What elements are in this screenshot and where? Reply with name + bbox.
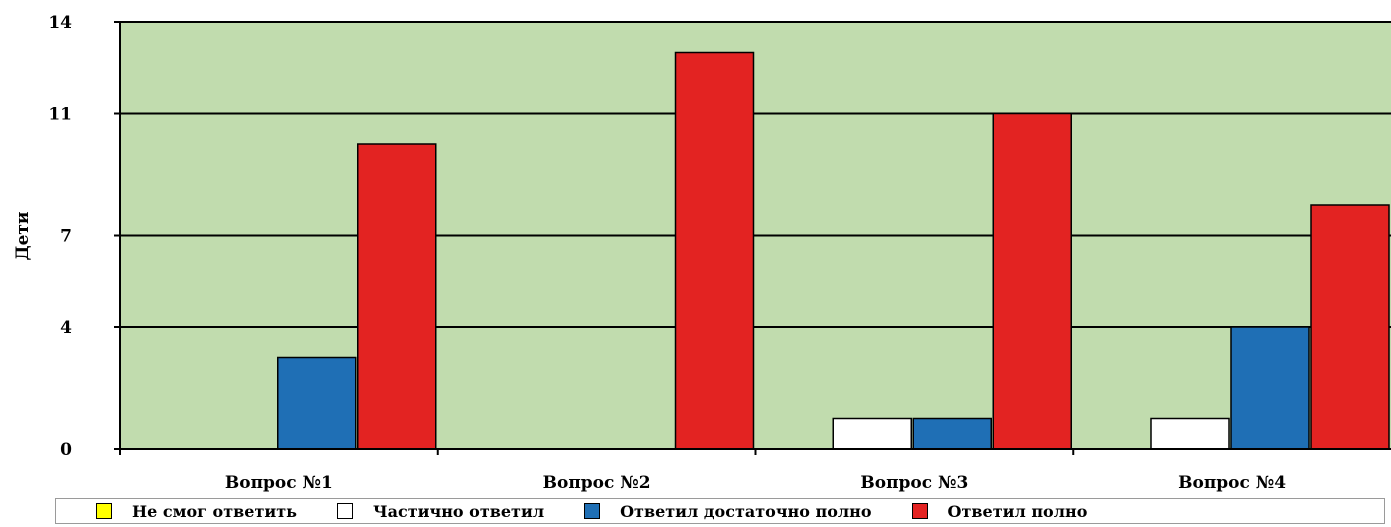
bar [992,112,1072,450]
legend-swatch [96,503,112,519]
bar [357,143,437,450]
bar [1310,204,1390,450]
bar [1150,417,1230,450]
category-label: Вопрос №2 [543,473,651,493]
legend-item: Частично ответил [337,502,544,521]
y-tick-label: 14 [48,13,72,33]
legend-swatch [584,503,601,519]
legend-label: Ответил достаточно полно [620,501,872,521]
y-tick-label: 0 [60,440,72,460]
y-tick-label: 7 [60,227,72,247]
y-axis-label: Дети [13,211,33,260]
legend-label: Ответил полно [947,501,1088,521]
bar [832,417,912,450]
legend-item: Ответил полно [911,501,1088,521]
legend-swatch [337,503,353,519]
category-labels: Вопрос №1 Вопрос №2 Вопрос №3 Вопрос №4 [119,449,1286,493]
bar [674,51,755,450]
bars [277,51,1390,450]
category-label: Вопрос №3 [860,473,968,493]
category-label: Вопрос №1 [225,473,333,493]
bar [912,417,992,450]
bar [1230,326,1310,450]
category-label: Вопрос №4 [1178,473,1286,493]
legend-label: Не смог ответить [132,501,297,521]
legend-item: Ответил достаточно полно [584,501,872,521]
gridlines [114,21,1391,450]
legend: Не смог ответить Частично ответил Ответил … [55,498,1385,524]
legend-label: Частично ответил [373,501,545,521]
y-tick-label: 11 [48,105,72,125]
y-tick-label: 4 [60,318,72,338]
y-tick-labels: 0 4 7 11 14 [48,13,72,460]
legend-swatch [911,503,928,519]
bar [277,356,357,450]
legend-item: Не смог ответить [96,502,297,521]
